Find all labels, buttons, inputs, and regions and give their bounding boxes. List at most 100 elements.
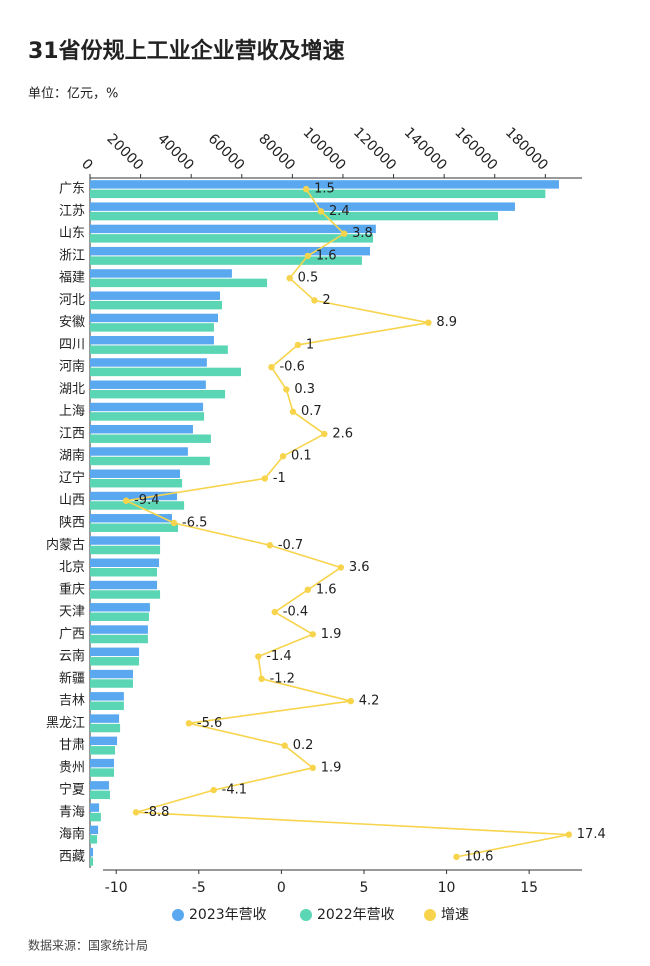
bar [90,692,124,701]
x2-tick-label: 0 [277,880,286,896]
bar [90,313,218,323]
data-label: 17.4 [577,827,606,842]
bar [90,803,100,812]
data-label: 1.5 [314,182,335,197]
data-label: 0.1 [291,449,312,464]
bar [90,335,214,345]
bar [90,580,158,590]
y-tick-label: 江西 [59,426,85,441]
legend-label: 增速 [441,907,469,923]
point [309,631,316,638]
point [283,386,290,393]
x-tick-label: 100000 [300,125,349,174]
point [304,252,312,260]
point [185,720,193,727]
point [309,764,316,772]
data-label: 8.9 [436,315,457,330]
data-label: -0.6 [279,360,304,375]
bar [90,491,178,501]
legend-marker [300,909,312,921]
bar [90,768,115,777]
data-label: -1 [273,471,286,486]
bar [90,545,161,555]
y-tick-label: 安徽 [59,315,85,330]
y-tick-label: 海南 [59,826,85,842]
data-label: 0.5 [298,271,319,286]
point [304,586,312,593]
point [425,319,432,326]
legend-label: 2022年营收 [317,907,395,923]
y-tick-label: 西藏 [59,849,85,864]
bar [90,647,140,657]
point [210,786,217,794]
point [347,697,354,705]
data-label: 10.6 [464,849,493,864]
bar [90,568,158,577]
point [132,809,140,816]
point [321,430,328,438]
bar [90,669,134,679]
bar [90,189,546,199]
data-label: 1.6 [316,248,337,263]
data-label: -6.5 [182,516,207,531]
point [266,542,274,549]
x-tick-label: 180000 [502,125,551,174]
x-tick-label: 120000 [350,125,399,174]
point [286,274,293,282]
bar [90,847,94,857]
bar [90,723,121,733]
y-tick-label: 山东 [59,226,85,241]
data-label: 1 [306,337,314,352]
bar [90,434,211,443]
point [294,341,302,349]
bar [90,256,362,265]
bar [90,345,228,354]
point [340,230,348,237]
bar [90,412,205,421]
bar [90,224,376,234]
point [337,564,345,571]
y-tick-label: 浙江 [59,248,85,263]
data-label: -9.4 [134,493,159,508]
y-tick-label: 广西 [59,627,85,642]
bar [90,469,181,478]
y-tick-label: 上海 [59,404,85,419]
y-tick-label: 江苏 [59,203,85,219]
bar [90,514,172,523]
point [302,185,310,193]
data-label: 2.4 [329,204,350,219]
point [271,608,278,616]
data-label: 0.3 [294,382,315,397]
point [279,453,287,460]
point [453,853,460,861]
point [261,475,269,482]
x2-tick-label: 5 [360,880,369,896]
bar [90,523,179,532]
x2-tick-label: -10 [105,880,128,896]
point [565,831,572,838]
y-tick-label: 四川 [59,337,85,352]
data-label: 1.9 [321,760,342,775]
source: 数据来源：国家统计局 [28,938,148,953]
chart-subtitle: 单位：亿元，% [28,87,118,102]
bar [90,835,98,844]
bar [90,714,120,723]
legend-label: 2023年营收 [189,907,267,923]
x-tick-label: 160000 [451,125,500,174]
data-label: -5.6 [197,716,222,731]
y-tick-label: 云南 [59,648,85,664]
bar [90,825,99,835]
bar [90,180,559,189]
y-tick-label: 福建 [59,271,85,286]
bar [90,679,134,688]
data-label: 2.6 [332,426,353,441]
bar [90,291,221,300]
x-tick-label: 0 [78,156,96,174]
point [281,742,288,749]
bar [90,625,148,634]
bar [90,246,371,256]
bar [90,746,116,755]
point [311,297,318,304]
bar [90,558,160,568]
